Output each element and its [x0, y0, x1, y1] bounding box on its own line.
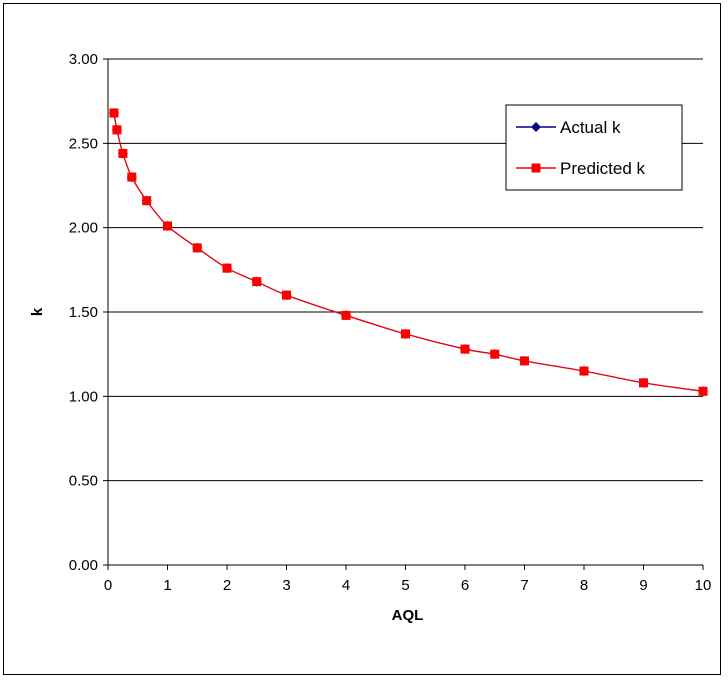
- legend-entry-actual: Actual k: [516, 118, 621, 137]
- data-point: [222, 263, 232, 273]
- x-tick-label: 8: [580, 577, 588, 594]
- x-tick-label: 2: [223, 577, 231, 594]
- data-point: [142, 196, 152, 206]
- legend-label-actual: Actual k: [560, 118, 621, 137]
- data-point: [639, 378, 648, 388]
- x-tick-label: 0: [104, 577, 112, 594]
- data-series: [108, 107, 708, 397]
- x-tick-label: 1: [163, 577, 171, 594]
- x-tick-label: 7: [520, 577, 528, 594]
- data-point: [282, 290, 291, 300]
- x-tick-label: 3: [282, 577, 290, 594]
- data-point: [252, 277, 262, 287]
- data-point: [192, 243, 202, 253]
- series-predicted-k: [109, 108, 708, 396]
- data-point: [341, 310, 351, 320]
- x-tick-labels: 0 1 2 3 4 5 6 7 8 9 10: [104, 577, 712, 594]
- y-tick-label: 0.00: [69, 557, 98, 574]
- y-tick-label: 2.50: [69, 135, 98, 152]
- legend: Actual k Predicted k: [505, 104, 683, 191]
- data-point: [520, 356, 529, 366]
- y-axis-title: k: [29, 307, 46, 316]
- data-point: [118, 148, 128, 158]
- legend-marker-actual: [531, 122, 541, 132]
- y-tick-labels: 0.00 0.50 1.00 1.50 2.00 2.50 3.00: [69, 51, 98, 574]
- x-tick-label: 9: [639, 577, 647, 594]
- legend-label-predicted: Predicted k: [560, 159, 646, 178]
- data-point: [698, 386, 708, 396]
- data-point: [490, 349, 500, 359]
- data-point: [163, 221, 172, 231]
- legend-entry-predicted: Predicted k: [516, 159, 646, 178]
- y-tick-label: 3.00: [69, 51, 98, 68]
- y-tick-label: 1.50: [69, 304, 98, 321]
- y-tick-label: 1.00: [69, 388, 98, 405]
- axes: [103, 58, 704, 570]
- gridlines: [108, 58, 703, 482]
- x-axis-title: AQL: [392, 607, 424, 624]
- data-point: [401, 329, 410, 339]
- data-point: [127, 172, 137, 182]
- data-point: [579, 366, 589, 376]
- data-point: [112, 125, 122, 135]
- legend-marker-predicted: [531, 163, 541, 173]
- y-tick-label: 2.00: [69, 220, 98, 237]
- x-tick-label: 4: [342, 577, 350, 594]
- data-point: [109, 108, 119, 118]
- y-tick-label: 0.50: [69, 473, 98, 490]
- x-tick-label: 6: [461, 577, 469, 594]
- legend-box: [505, 104, 683, 191]
- data-point: [460, 344, 470, 354]
- x-tick-label: 5: [401, 577, 409, 594]
- x-tick-label: 10: [695, 577, 712, 594]
